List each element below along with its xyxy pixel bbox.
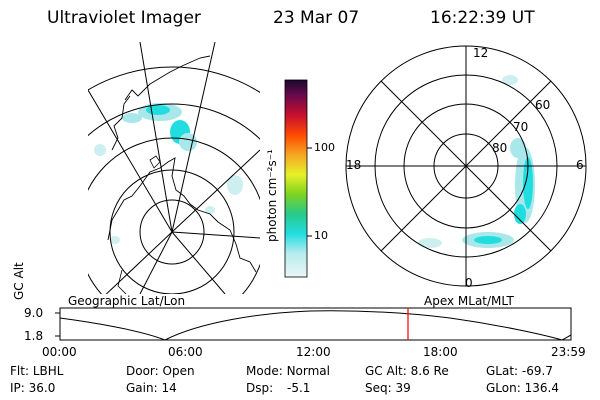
info-flt-key: Flt: [10,364,29,378]
info-glat-value: -69.7 [521,364,553,378]
apex-panel-label: Apex MLat/MLT [424,294,514,308]
geo-panel-label: Geographic Lat/Lon [68,294,186,308]
mlt-label-6: 6 [576,158,584,172]
time-tick-1200: 12:00 [296,345,331,359]
info-dsp-value: -5.1 [286,381,311,395]
info-ip-key: IP: [10,381,25,395]
info-gain-value: 14 [161,381,177,395]
info-mode-key: Mode: [246,364,283,378]
geographic-map [88,42,260,294]
info-seq-key: Seq: [365,381,392,395]
info-seq-value: 39 [395,381,411,395]
time-label: 16:22:39 UT [430,8,535,28]
info-door-value: Open [162,364,195,378]
mlt-label-0: 0 [465,276,473,290]
time-tick-1800: 18:00 [423,345,458,359]
info-gc-alt-key: GC Alt: [365,364,407,378]
lat-label-70: 70 [513,120,529,134]
time-tick-2359: 23:59 [551,345,586,359]
date-label: 23 Mar 07 [273,8,360,28]
info-gc-alt-value: 8.6 Re [410,364,449,378]
colorbar-tick-100: 100 [314,141,335,154]
info-flt-value: LBHL [32,364,64,378]
time-tick-0000: 00:00 [42,345,77,359]
time-tick-0600: 06:00 [168,345,203,359]
color-bar [284,79,312,278]
info-glon-key: GLon: [486,381,521,395]
info-door: Door: Open [126,364,195,378]
info-glon-value: 136.4 [524,381,559,395]
colorbar-tick-10: 10 [314,229,328,242]
altitude-tick-9: 9.0 [24,306,44,320]
info-seq: Seq: 39 [365,381,411,395]
info-mode-value: Normal [286,364,330,378]
mlt-label-12: 12 [473,46,489,60]
lat-label-60: 60 [535,98,551,112]
lat-label-80: 80 [492,141,508,155]
polar-plot [345,45,587,287]
info-ip: IP: 36.0 [10,381,55,395]
info-mode: Mode: Normal [246,364,330,378]
app-title: Ultraviolet Imager [47,8,201,28]
info-gc-alt: GC Alt: 8.6 Re [365,364,449,378]
info-door-key: Door: [126,364,159,378]
altitude-axis-label: GC Alt [12,262,26,300]
info-glon: GLon: 136.4 [486,381,559,395]
info-gain: Gain: 14 [126,381,177,395]
info-ip-value: 36.0 [28,381,56,395]
info-glat-key: GLat: [486,364,519,378]
altitude-tick-1-8: 1.8 [24,329,44,343]
info-flt: Flt: LBHL [10,364,63,378]
info-dsp: Dsp: -5.1 [246,381,310,395]
mlt-label-18: 18 [346,158,362,172]
info-glat: GLat: -69.7 [486,364,553,378]
info-dsp-key: Dsp: [246,381,274,395]
info-gain-key: Gain: [126,381,158,395]
